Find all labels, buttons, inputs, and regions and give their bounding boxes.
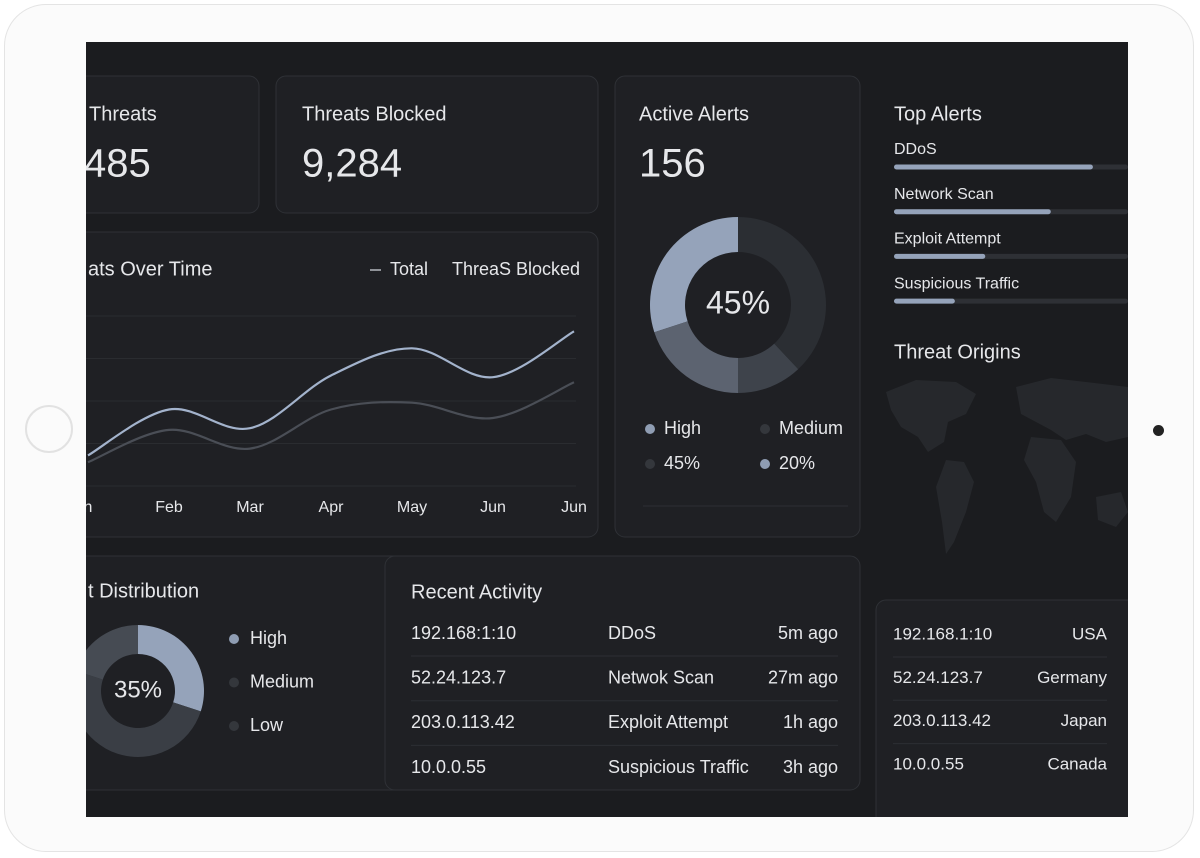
donut-segment <box>738 343 799 393</box>
stat-value: 9,284 <box>302 142 402 186</box>
legend-label: High <box>664 418 701 438</box>
legend-label: Total <box>390 259 428 279</box>
section-title: Threat Origins <box>894 341 1021 363</box>
x-tick-label: Mar <box>236 499 264 516</box>
activity-type: Netwok Scan <box>608 667 714 687</box>
x-tick-label: Apr <box>319 499 345 516</box>
series-line <box>87 381 575 464</box>
alerts-card <box>614 75 861 538</box>
origin-ip: 10.0.0.55 <box>893 754 964 773</box>
activity-time: 1h ago <box>783 712 838 732</box>
legend-dot <box>229 721 239 731</box>
origin-country: Canada <box>1047 754 1107 773</box>
world-map <box>936 460 974 554</box>
activity-type: Suspicious Traffic <box>608 757 749 777</box>
x-tick-label: Feb <box>155 499 183 516</box>
origin-country: Japan <box>1061 711 1107 730</box>
activity-type: Exploit Attempt <box>608 712 728 732</box>
legend-dot <box>645 459 655 469</box>
x-tick-label: May <box>397 499 427 516</box>
activity-time: 27m ago <box>768 667 838 687</box>
world-map <box>1096 492 1128 527</box>
camera <box>1153 425 1164 436</box>
activity-type: DDoS <box>608 623 656 643</box>
donut-segment <box>86 625 138 680</box>
legend-label: Medium <box>250 671 314 691</box>
section-title: Active Alerts <box>639 103 749 125</box>
bar <box>894 164 1093 170</box>
legend-label: High <box>250 628 287 648</box>
bar <box>894 253 986 259</box>
x-tick-label: Jun <box>480 499 506 516</box>
donut-segment <box>138 625 204 712</box>
stat-card <box>86 75 260 214</box>
section-title: t Distribution <box>88 580 199 602</box>
legend-label: 20% <box>779 453 815 473</box>
donut-segment <box>738 217 827 370</box>
screen: Threats 485 Threats Blocked 9,284 ats Over T… <box>86 42 1128 817</box>
origins-card <box>875 599 1128 817</box>
legend-dot <box>645 424 655 434</box>
activity-ip: 10.0.0.55 <box>411 757 486 777</box>
activity-ip: 192.168:1:10 <box>411 623 516 643</box>
origin-country: Germany <box>1037 668 1107 687</box>
dashboard: Threats 485 Threats Blocked 9,284 ats Over T… <box>86 75 1128 817</box>
legend-dot <box>229 634 239 644</box>
stat-card <box>275 75 599 214</box>
donut-segment <box>654 321 738 393</box>
legend-dot <box>760 459 770 469</box>
chart-card <box>86 231 599 538</box>
activity-card <box>384 555 861 791</box>
legend-dot <box>760 424 770 434</box>
series-line <box>87 330 575 457</box>
stat-value: 485 <box>86 142 151 186</box>
chart-title: ats Over Time <box>88 258 212 280</box>
legend-label: ThreaS Blocked <box>452 259 580 279</box>
x-tick-label: Jun <box>561 499 587 516</box>
alert-label: DDoS <box>894 141 937 158</box>
legend-label: 45% <box>664 453 700 473</box>
legend-dot <box>229 677 239 688</box>
bar <box>894 209 1051 215</box>
stat-title: Threats Blocked <box>302 103 447 125</box>
home-button[interactable] <box>25 405 73 453</box>
origin-country: USA <box>1072 624 1108 643</box>
alert-label: Suspicious Traffic <box>894 275 1019 292</box>
origin-ip: 203.0.113.42 <box>893 711 991 730</box>
origin-ip: 192.168.1:10 <box>893 624 992 643</box>
activity-time: 3h ago <box>783 757 838 777</box>
bar <box>894 298 955 304</box>
activity-time: 5m ago <box>778 623 838 643</box>
legend-label: Medium <box>779 418 843 438</box>
activity-ip: 52.24.123.7 <box>411 667 506 687</box>
world-map <box>886 380 976 452</box>
world-map <box>1016 378 1128 442</box>
section-title: Top Alerts <box>894 103 982 125</box>
world-map <box>1024 437 1076 522</box>
legend-label: Low <box>250 715 284 735</box>
origin-ip: 52.24.123.7 <box>893 668 983 687</box>
x-tick-label: n <box>86 499 92 516</box>
stat-value: 156 <box>639 142 706 186</box>
donut-center-label: 45% <box>706 284 770 320</box>
donut-segment <box>86 674 201 757</box>
donut-center-label: 35% <box>114 676 162 703</box>
alert-label: Exploit Attempt <box>894 231 1001 248</box>
section-title: Recent Activity <box>411 581 542 603</box>
alert-label: Network Scan <box>894 186 994 203</box>
activity-ip: 203.0.113.42 <box>411 712 515 732</box>
donut-segment <box>650 217 738 333</box>
stat-title: Threats <box>89 103 157 125</box>
